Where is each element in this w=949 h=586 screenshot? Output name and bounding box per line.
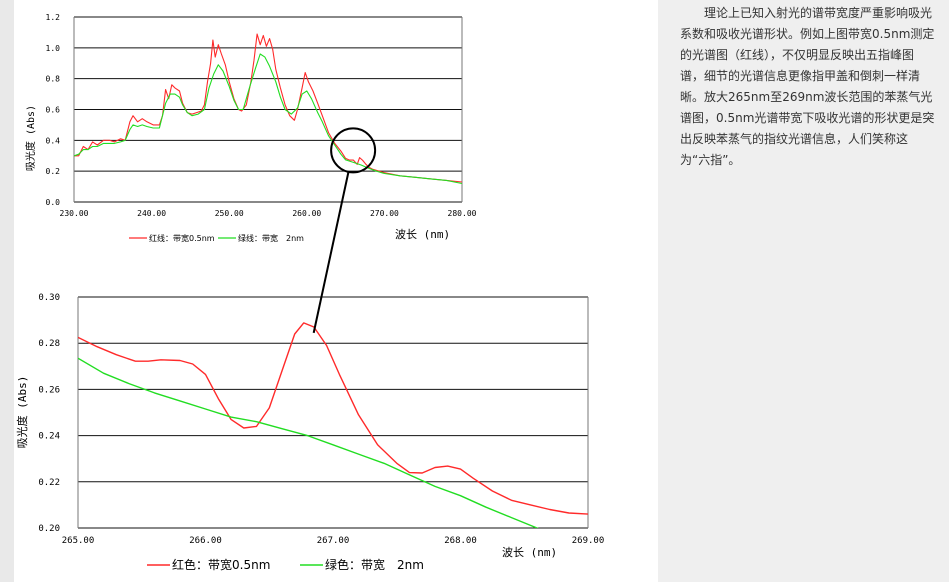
c1-y-tick-label: 1.0 (46, 44, 61, 53)
c1-x-tick-label: 270.00 (370, 209, 399, 218)
c2-x-tick-label: 265.00 (62, 536, 95, 546)
c2-y-tick-label: 0.26 (38, 385, 60, 395)
c1-legend: 红线：带宽0.5nm 绿线：带宽 2nm (129, 233, 304, 243)
c2-y-tick-label: 0.30 (38, 293, 60, 303)
c1-x-tick-label: 240.00 (137, 209, 166, 218)
left-margin-bar (0, 0, 14, 582)
c1-x-tick-labels: 230.00 240.00 250.00 260.00 270.00 280.00 (60, 209, 477, 218)
c2-legend-green-label: 绿色：带宽 2nm (325, 557, 424, 572)
c1-x-axis-caption: 波长 (nm) (395, 228, 450, 241)
c1-y-tick-label: 0.6 (46, 106, 61, 115)
c1-legend-red-label: 红线：带宽0.5nm (149, 233, 215, 243)
c1-series-lines (74, 33, 462, 185)
c2-legend: 红色：带宽0.5nm 绿色：带宽 2nm (147, 557, 424, 572)
zoom-circle (330, 127, 377, 174)
c1-x-tick-label: 250.00 (215, 209, 244, 218)
description-text: 理论上已知入射光的谱带宽度严重影响吸光系数和吸收光谱形状。例如上图带宽0.5nm… (680, 6, 935, 167)
c2-y-tick-label: 0.24 (38, 432, 60, 442)
spectrum-chart-zoom-svg: 0.20 0.22 0.24 0.26 0.28 0.30 265.00 266.00 267… (15, 293, 605, 572)
c1-x-tick-label: 260.00 (292, 209, 321, 218)
c1-series-line-green (74, 53, 462, 185)
c2-y-tick-label: 0.20 (38, 524, 60, 534)
c1-y-tick-label: 0.8 (46, 75, 61, 84)
c1-y-tick-label: 1.2 (46, 13, 61, 22)
spectrum-chart-full: 0.0 0.2 0.4 0.6 0.8 1.0 1.2 230.00 240.00 250.00… (14, 0, 484, 262)
c2-y-tick-labels: 0.20 0.22 0.24 0.26 0.28 0.30 (38, 293, 60, 534)
c1-y-axis-label: 吸光度 (Abs) (24, 105, 37, 171)
c1-gridlines (73, 16, 463, 203)
c2-legend-red-label: 红色：带宽0.5nm (172, 557, 270, 572)
c1-x-tick-label: 230.00 (60, 209, 89, 218)
c1-y-tick-label: 0.4 (46, 136, 61, 145)
spectrum-chart-zoom: 0.20 0.22 0.24 0.26 0.28 0.30 265.00 266.00 267… (14, 282, 614, 582)
c2-x-tick-label: 268.00 (444, 536, 477, 546)
c2-series-line-red (78, 322, 588, 515)
c2-y-tick-label: 0.22 (38, 478, 60, 488)
spectrum-chart-full-svg: 0.0 0.2 0.4 0.6 0.8 1.0 1.2 230.00 240.00 250.00… (24, 13, 477, 243)
description-panel: 理论上已知入射光的谱带宽度严重影响吸光系数和吸收光谱形状。例如上图带宽0.5nm… (658, 0, 949, 582)
c2-y-axis-label: 吸光度 (Abs) (15, 376, 29, 449)
c1-y-tick-label: 0.0 (46, 198, 61, 207)
c1-y-tick-labels: 0.0 0.2 0.4 0.6 0.8 1.0 1.2 (46, 13, 61, 207)
c2-series-line-green (78, 357, 539, 528)
c2-gridlines (77, 296, 589, 529)
c1-y-tick-label: 0.2 (46, 167, 61, 176)
c2-x-tick-label: 269.00 (572, 536, 605, 546)
c1-legend-green-label: 绿线：带宽 2nm (238, 233, 304, 243)
c2-y-tick-label: 0.28 (38, 339, 60, 349)
c2-x-axis-caption: 波长 (nm) (502, 546, 557, 559)
c2-x-tick-label: 267.00 (317, 536, 350, 546)
c2-x-tick-labels: 265.00 266.00 267.00 268.00 269.00 (62, 536, 605, 546)
c1-x-tick-label: 280.00 (448, 209, 477, 218)
c2-x-tick-label: 266.00 (189, 536, 222, 546)
c1-series-line-red (74, 33, 462, 183)
